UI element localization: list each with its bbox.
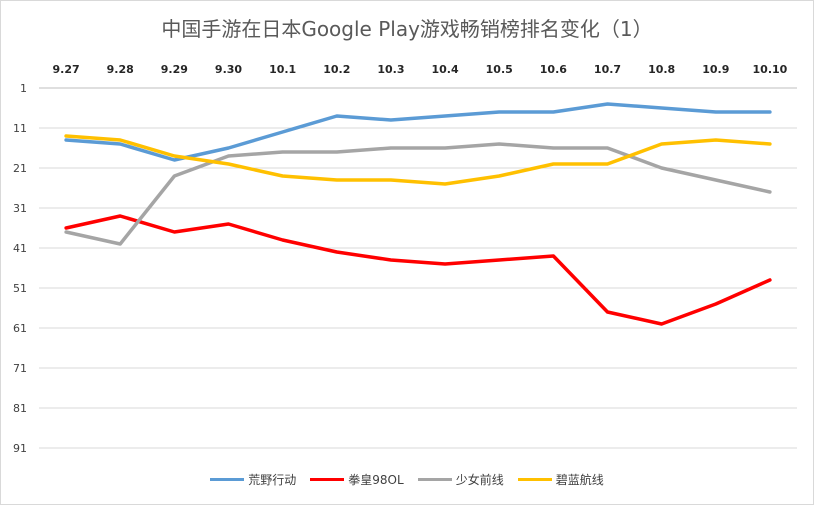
y-tick-label: 31 [13, 202, 27, 215]
x-tick-label: 10.3 [377, 63, 404, 76]
chart-legend: 荒野行动 拳皇98OL 少女前线 碧蓝航线 [1, 471, 813, 488]
legend-label: 碧蓝航线 [555, 473, 604, 487]
x-tick-label: 10.9 [702, 63, 729, 76]
y-tick-label: 61 [13, 322, 27, 335]
x-tick-label: 9.30 [215, 63, 242, 76]
y-tick-label: 11 [13, 122, 27, 135]
x-tick-label: 9.29 [161, 63, 188, 76]
y-tick-label: 71 [13, 362, 27, 375]
series-line [64, 134, 772, 186]
legend-item: 荒野行动 [210, 471, 296, 488]
chart-title: 中国手游在日本Google Play游戏畅销榜排名变化（1） [161, 17, 653, 41]
series-line [64, 214, 772, 326]
legend-swatch [517, 478, 552, 481]
x-tick-label: 10.4 [432, 63, 459, 76]
legend-item: 少女前线 [417, 471, 504, 488]
x-tick-label: 10.10 [753, 63, 788, 76]
x-tick-label: 10.6 [540, 63, 567, 76]
y-tick-label: 91 [13, 442, 27, 455]
y-tick-label: 1 [20, 82, 27, 95]
legend-label: 荒野行动 [248, 473, 297, 487]
x-tick-label: 10.1 [269, 63, 296, 76]
legend-swatch [310, 478, 345, 481]
y-tick-label: 51 [13, 282, 27, 295]
y-tick-label: 41 [13, 242, 27, 255]
legend-label: 拳皇98OL [348, 473, 404, 487]
legend-label: 少女前线 [455, 473, 504, 487]
legend-item: 碧蓝航线 [517, 471, 604, 488]
x-tick-label: 10.8 [648, 63, 675, 76]
series-line [64, 142, 772, 246]
x-tick-label: 9.28 [107, 63, 134, 76]
legend-swatch [417, 478, 452, 481]
legend-swatch [210, 478, 245, 481]
y-tick-label: 21 [13, 162, 27, 175]
y-tick-label: 81 [13, 402, 27, 415]
series-line [64, 102, 772, 162]
x-tick-label: 10.2 [323, 63, 350, 76]
x-tick-label: 10.5 [486, 63, 513, 76]
x-tick-label: 10.7 [594, 63, 621, 76]
x-tick-label: 9.27 [53, 63, 80, 76]
legend-item: 拳皇98OL [310, 471, 404, 488]
